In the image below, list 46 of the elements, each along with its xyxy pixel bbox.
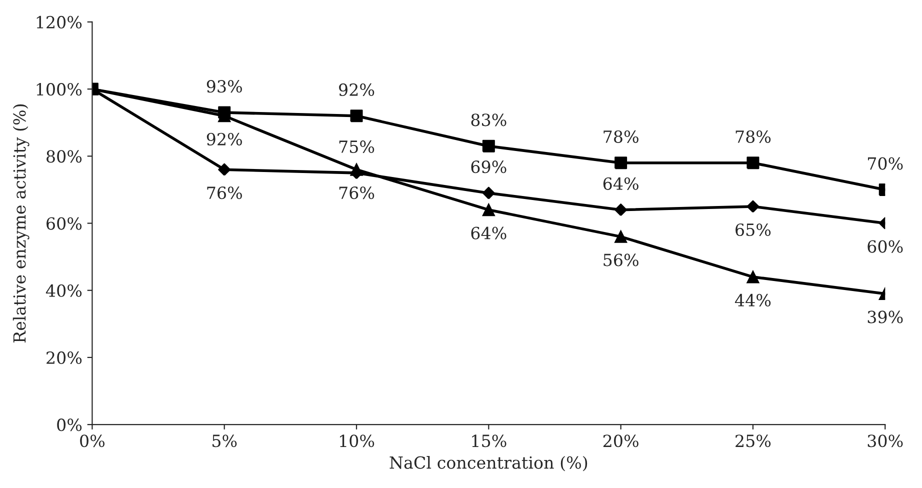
x-tick-label: 20% <box>603 434 638 448</box>
data-label: 64% <box>471 226 506 240</box>
x-tick-label: 0% <box>80 434 104 448</box>
data-label: 75% <box>339 140 374 154</box>
point <box>218 163 231 176</box>
y-tick-label: 100% <box>36 83 82 96</box>
point <box>482 186 495 200</box>
data-label: 83% <box>471 114 506 126</box>
point <box>482 204 495 216</box>
data-label: 39% <box>868 310 903 324</box>
data-label: 64% <box>603 177 638 190</box>
data-label: 69% <box>471 160 506 174</box>
y-tick-label: 20% <box>46 351 82 364</box>
point <box>746 156 760 170</box>
y-tick-label: 120% <box>36 16 82 29</box>
x-tick-label: 25% <box>736 434 771 448</box>
y-tick-label: 0% <box>57 418 82 432</box>
point <box>482 140 495 152</box>
x-axis-title: NaCl concentration (%) <box>390 456 588 472</box>
data-label: 78% <box>604 130 638 143</box>
point <box>350 163 363 176</box>
point <box>350 110 363 122</box>
x-tick-label: 5% <box>212 434 237 448</box>
data-label: 70% <box>868 157 903 170</box>
x-tick-label: 15% <box>472 434 506 448</box>
point <box>614 204 628 216</box>
data-label: 56% <box>604 254 638 266</box>
point <box>614 156 628 170</box>
data-label: 93% <box>206 80 242 93</box>
data-label: 65% <box>736 223 771 236</box>
y-tick-label: 40% <box>46 284 82 297</box>
point <box>746 200 760 213</box>
data-label: 76% <box>207 186 242 200</box>
data-label: 76% <box>339 186 374 200</box>
x-tick-label: 10% <box>340 434 374 448</box>
x-tick-label: 30% <box>868 434 903 448</box>
point <box>614 230 628 243</box>
data-label: 92% <box>206 132 242 146</box>
data-label: 78% <box>736 130 771 143</box>
data-label: 44% <box>734 294 771 307</box>
data-label: 92% <box>339 83 374 96</box>
point <box>746 270 760 284</box>
data-label: 60% <box>868 240 903 253</box>
y-tick-label: 60% <box>46 217 82 230</box>
y-axis-title: Relative enzyme activity (%) <box>12 104 30 343</box>
y-tick-label: 80% <box>46 150 82 163</box>
